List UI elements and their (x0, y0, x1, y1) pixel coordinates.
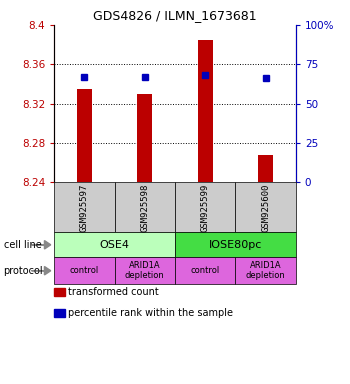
Text: ARID1A
depletion: ARID1A depletion (125, 261, 165, 280)
Text: GSM925597: GSM925597 (80, 183, 89, 232)
Text: GSM925599: GSM925599 (201, 183, 210, 232)
Bar (137, 94, 152, 182)
Bar (258, 155, 273, 182)
Title: GDS4826 / ILMN_1673681: GDS4826 / ILMN_1673681 (93, 9, 257, 22)
Text: cell line: cell line (4, 240, 41, 250)
Bar (77, 89, 92, 182)
Text: protocol: protocol (4, 266, 43, 276)
Text: GSM925598: GSM925598 (140, 183, 149, 232)
Text: control: control (190, 266, 220, 275)
Text: transformed count: transformed count (68, 287, 158, 297)
Text: GSM925600: GSM925600 (261, 183, 270, 232)
Text: percentile rank within the sample: percentile rank within the sample (68, 308, 232, 318)
Text: OSE4: OSE4 (100, 240, 130, 250)
Bar (198, 40, 213, 182)
Text: ARID1A
depletion: ARID1A depletion (246, 261, 286, 280)
Text: IOSE80pc: IOSE80pc (209, 240, 262, 250)
Text: control: control (70, 266, 99, 275)
